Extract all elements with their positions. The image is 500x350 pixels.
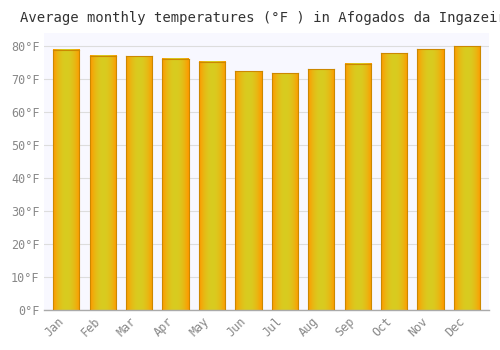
Title: Average monthly temperatures (°F ) in Afogados da Ingazeira: Average monthly temperatures (°F ) in Af… xyxy=(20,11,500,25)
